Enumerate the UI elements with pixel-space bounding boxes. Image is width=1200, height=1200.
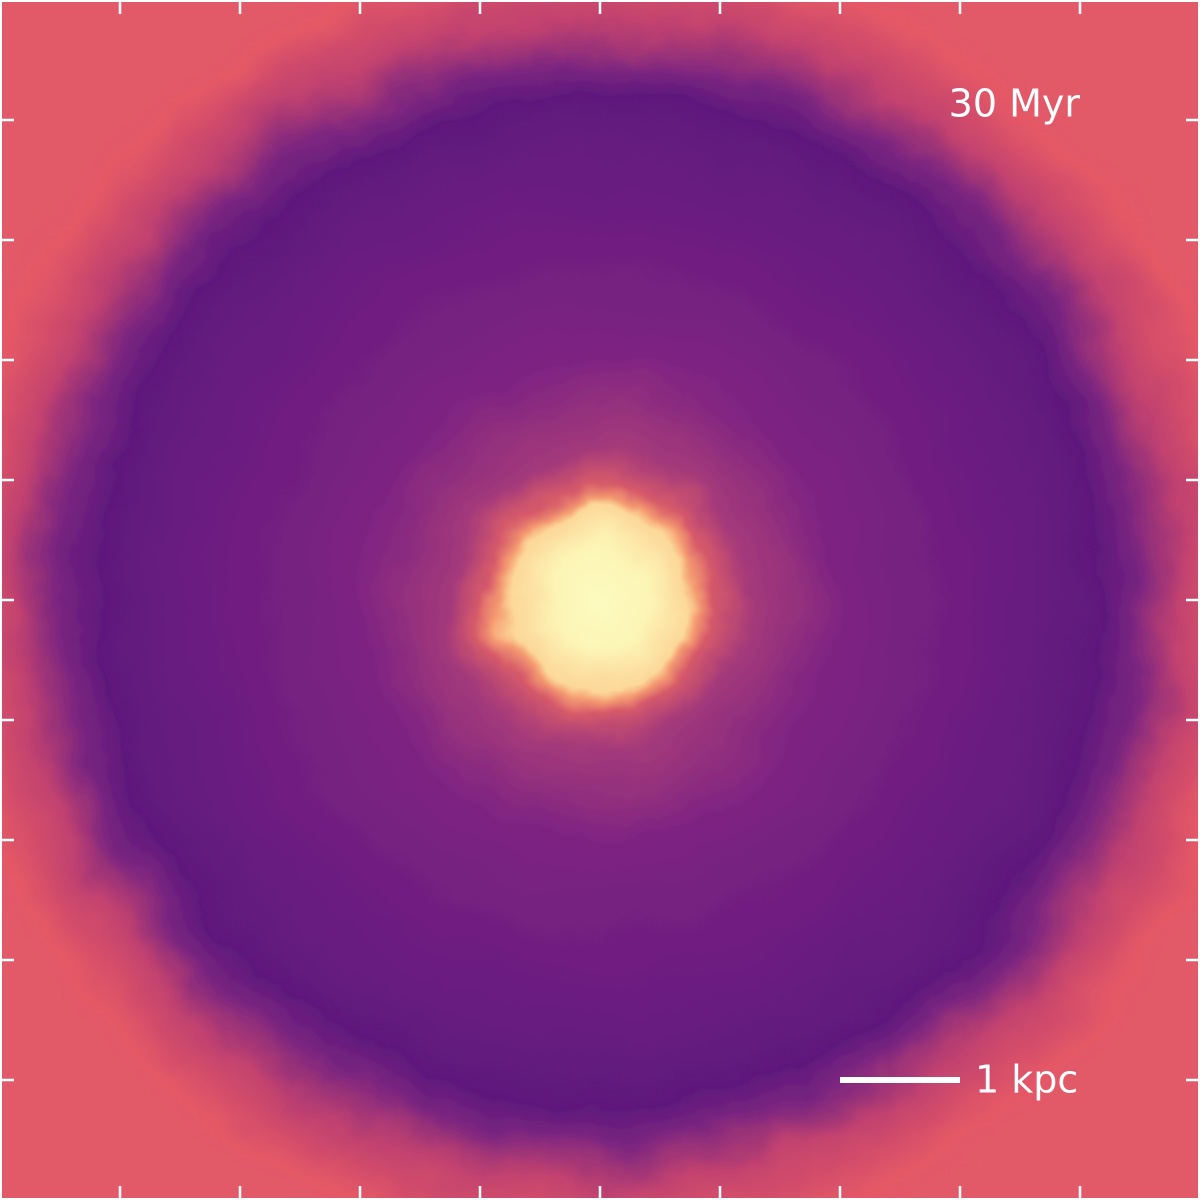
scale-label: 1 kpc (975, 1058, 1078, 1102)
time-label: 30 Myr (949, 82, 1081, 126)
